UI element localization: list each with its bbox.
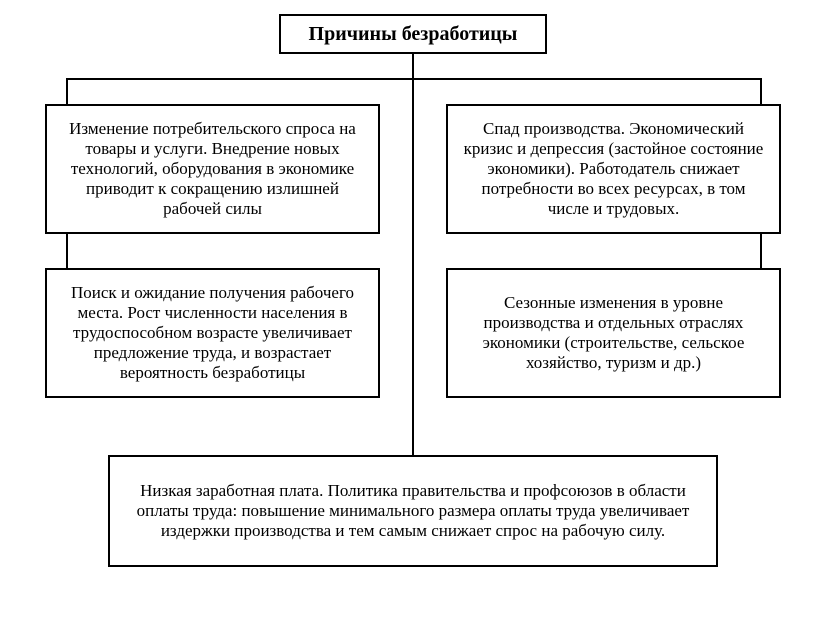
connector-line [66, 234, 68, 268]
connector-line [66, 78, 760, 80]
diagram-title-text: Причины безработицы [309, 23, 518, 46]
node-box-5: Низкая заработная плата. Политика правит… [108, 455, 718, 567]
connector-line [760, 234, 762, 268]
node-text-1: Изменение потребительского спроса на тов… [59, 119, 366, 219]
node-text-4: Сезонные изменения в уровне производства… [460, 293, 767, 373]
node-box-1: Изменение потребительского спроса на тов… [45, 104, 380, 234]
node-text-3: Поиск и ожидание получения рабочего мест… [59, 283, 366, 383]
connector-line [760, 78, 762, 104]
diagram-title-box: Причины безработицы [279, 14, 547, 54]
connector-line [66, 78, 68, 104]
connector-line [412, 54, 414, 455]
node-box-3: Поиск и ожидание получения рабочего мест… [45, 268, 380, 398]
node-text-5: Низкая заработная плата. Политика правит… [122, 481, 704, 541]
node-box-4: Сезонные изменения в уровне производства… [446, 268, 781, 398]
node-box-2: Спад производства. Экономический кризис … [446, 104, 781, 234]
node-text-2: Спад производства. Экономический кризис … [460, 119, 767, 219]
